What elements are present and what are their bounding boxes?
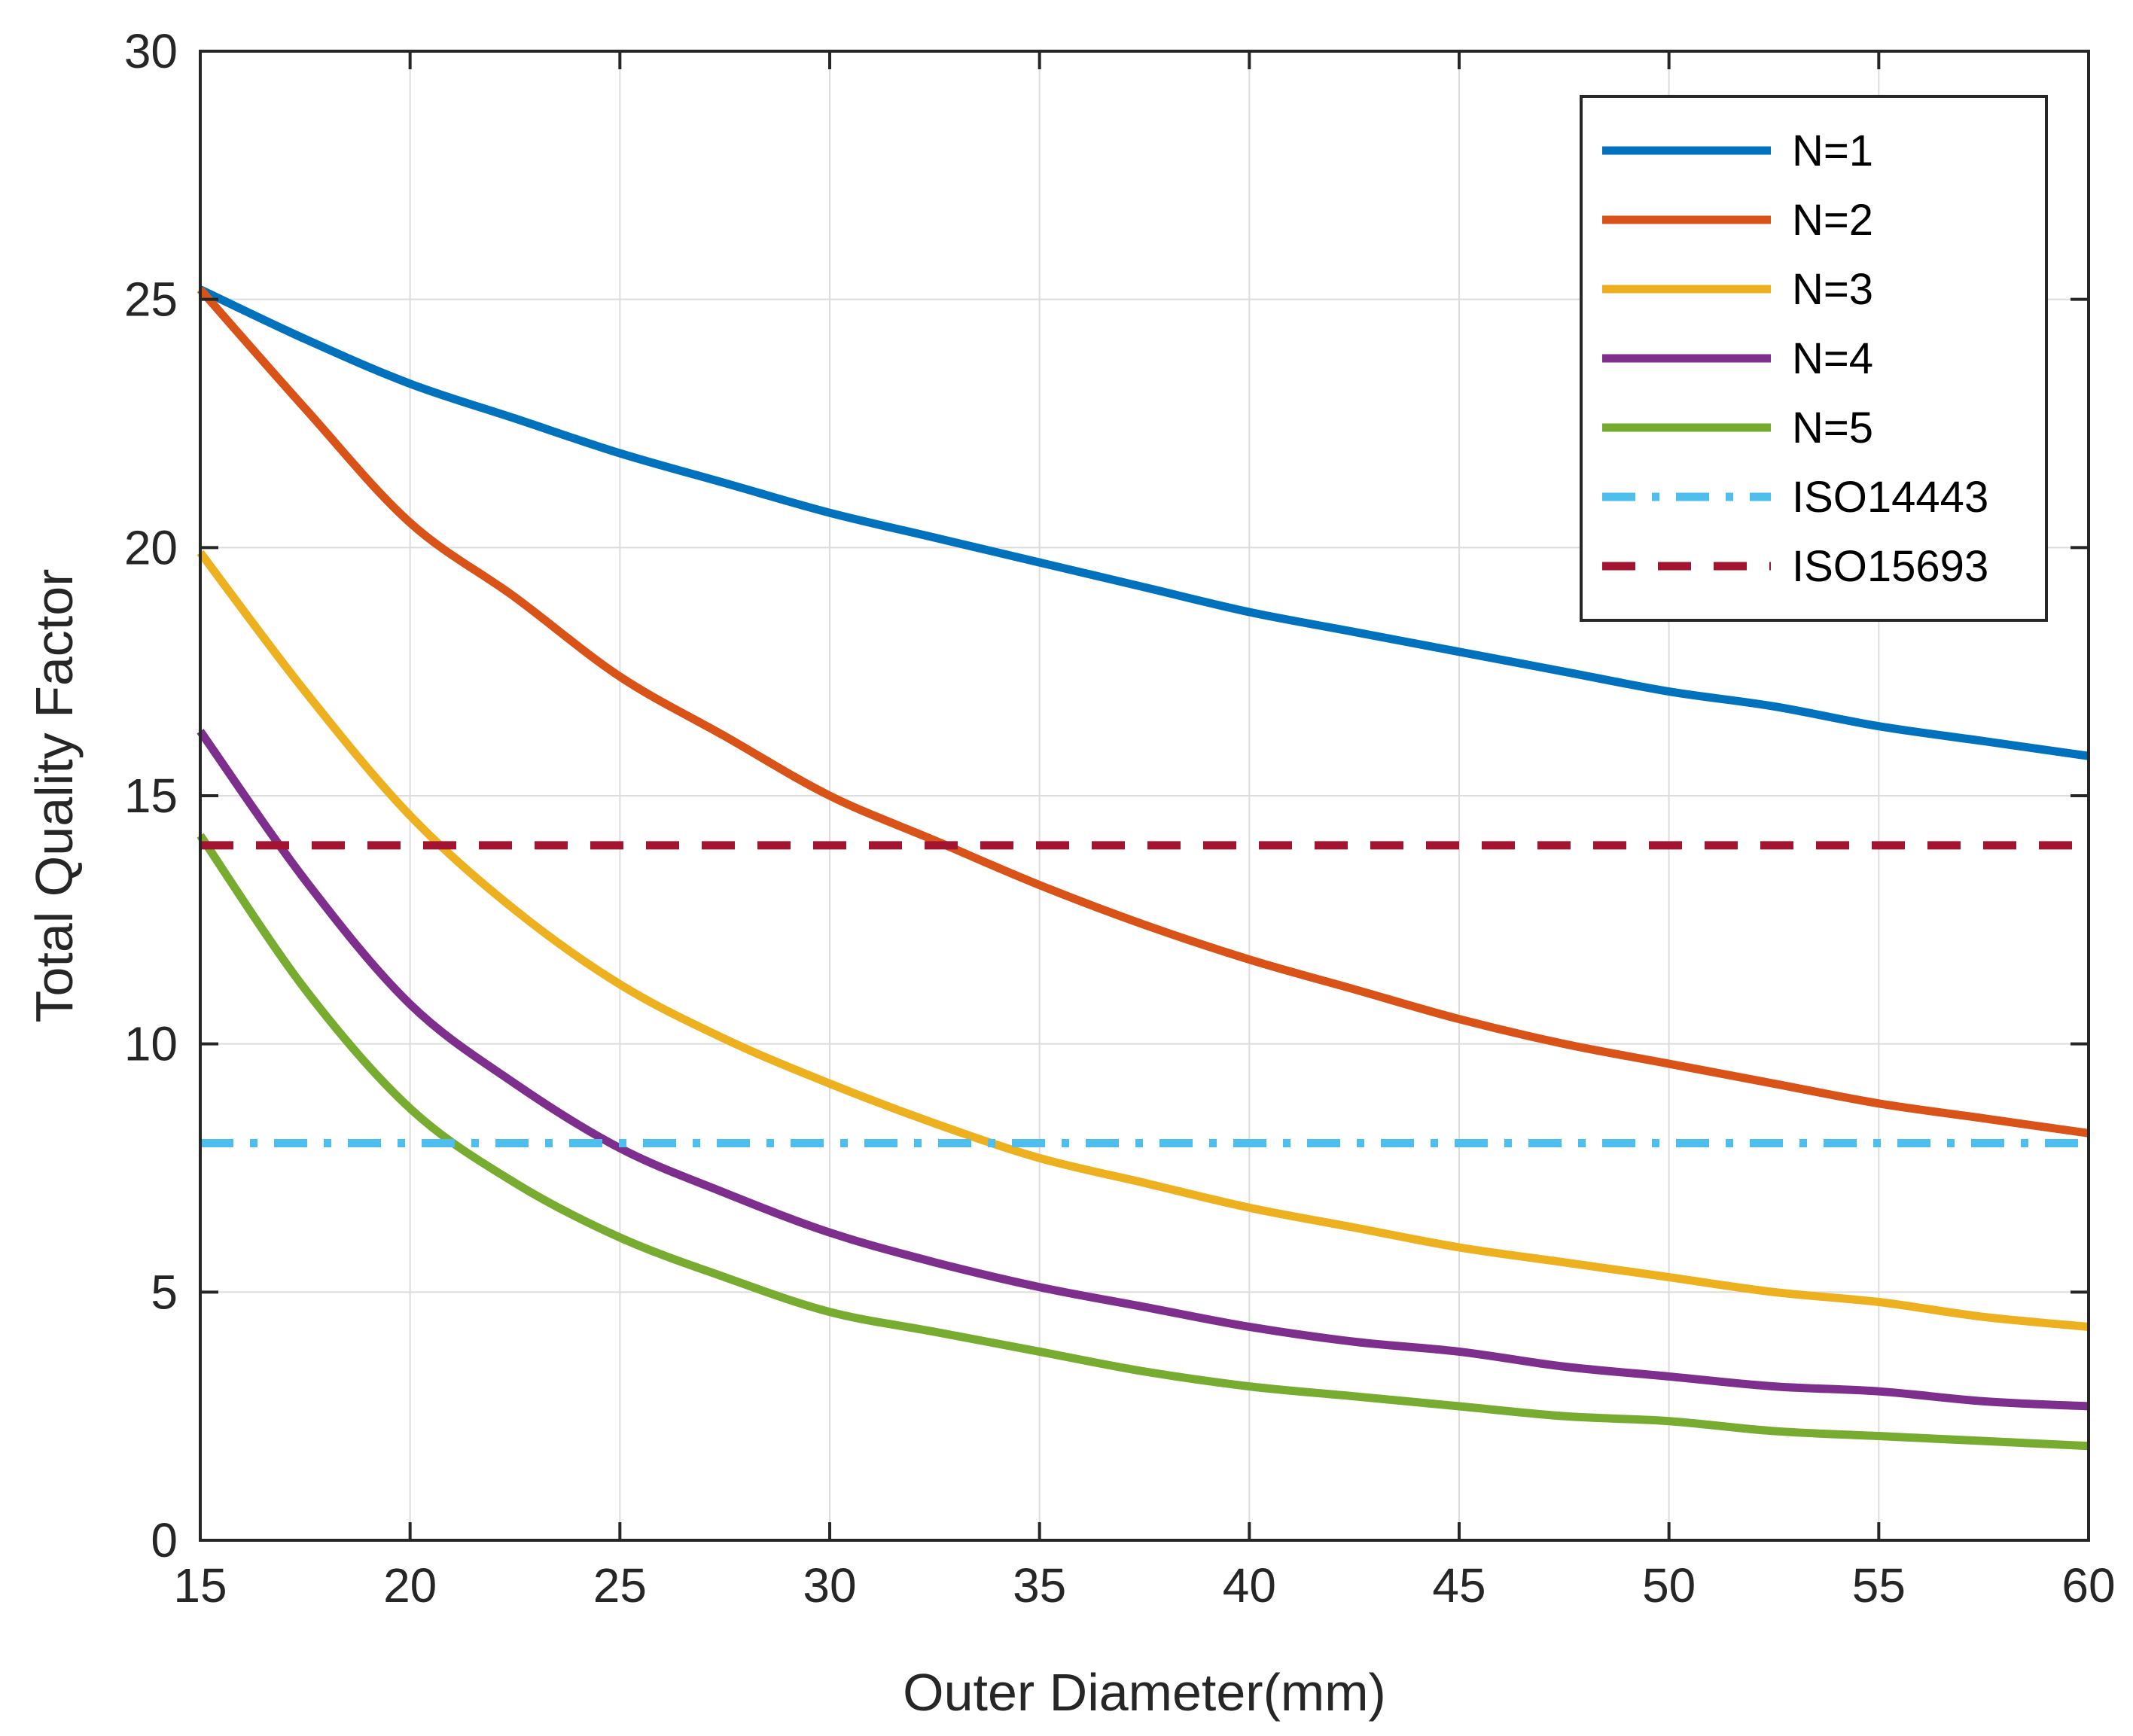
series-line-n-5 — [197, 833, 2089, 1451]
legend: N=1 N=2 N=3 N=4 N=5 ISO14443 ISO15693 — [1580, 95, 2048, 622]
y-tick-label: 30 — [124, 24, 178, 78]
x-tick-label: 45 — [1432, 1558, 1485, 1613]
legend-entry-label: N=5 — [1792, 404, 1873, 452]
legend-entry-label: ISO15693 — [1792, 542, 1988, 591]
x-tick-label: 20 — [383, 1558, 437, 1613]
y-tick-label: 20 — [124, 520, 178, 574]
x-tick-label: 40 — [1223, 1558, 1276, 1613]
series-line-n-3 — [197, 550, 2089, 1331]
plot-series — [197, 285, 2089, 1451]
x-tick-label: 55 — [1852, 1558, 1906, 1613]
y-tick-label: 15 — [124, 769, 178, 823]
legend-entry-label: N=2 — [1792, 196, 1873, 245]
axis-ticks: 15 20 25 30 35 40 45 50 55 60 0 5 10 15 20 25 30 — [124, 24, 2116, 1613]
y-tick-label: 0 — [151, 1513, 178, 1567]
legend-entry-label: N=4 — [1792, 334, 1873, 383]
legend-entry-label: N=1 — [1792, 126, 1873, 175]
x-tick-label: 25 — [593, 1558, 647, 1613]
series-line-n-1 — [198, 285, 2089, 760]
y-tick-label: 25 — [124, 273, 178, 327]
x-tick-label: 50 — [1642, 1558, 1696, 1613]
x-tick-label: 30 — [803, 1558, 856, 1613]
series-line-n-2 — [197, 286, 2089, 1138]
series-line-n-4 — [197, 729, 2089, 1411]
x-tick-label: 15 — [173, 1558, 227, 1613]
x-tick-label: 60 — [2061, 1558, 2115, 1613]
x-tick-label: 35 — [1013, 1558, 1066, 1613]
y-tick-label: 10 — [124, 1017, 178, 1071]
legend-entry-label: ISO14443 — [1792, 473, 1988, 522]
x-axis-label: Outer Diameter(mm) — [903, 1663, 1386, 1722]
y-tick-label: 5 — [151, 1265, 178, 1319]
legend-entry-label: N=3 — [1792, 265, 1873, 314]
y-axis-label: Total Quality Factor — [25, 569, 84, 1023]
